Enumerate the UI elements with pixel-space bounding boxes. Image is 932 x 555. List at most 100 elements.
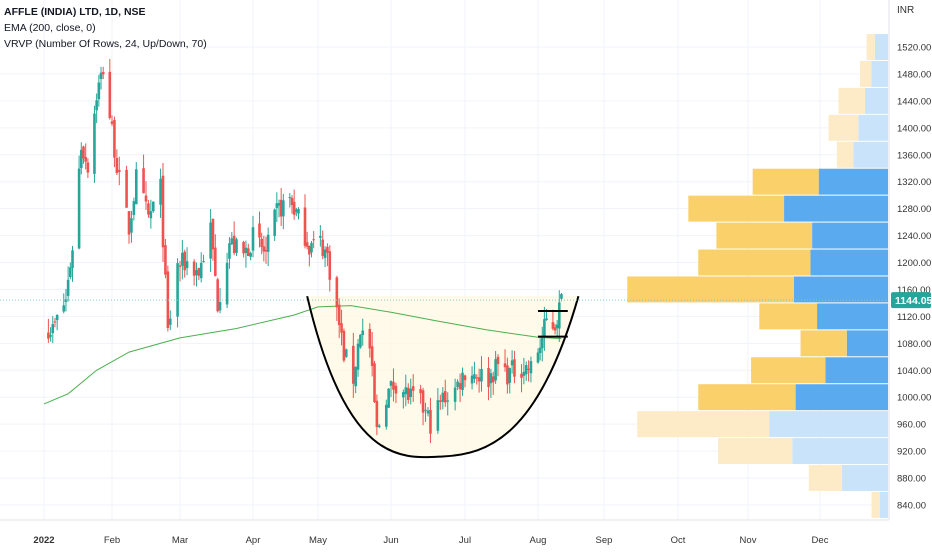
- candle-down: [477, 368, 481, 393]
- volume-profile-up-bar: [769, 411, 888, 438]
- volume-profile-up-bar: [858, 114, 888, 141]
- candle-down: [260, 232, 263, 255]
- candle-up: [251, 215, 255, 258]
- price-tick-label: 1360.00: [897, 150, 931, 161]
- candle-down: [326, 243, 329, 267]
- candle-up: [470, 366, 474, 390]
- volume-profile-up-bar: [812, 222, 888, 249]
- candle-up: [461, 367, 464, 396]
- volume-profile-down-bar: [828, 114, 859, 141]
- candle-down: [246, 243, 250, 257]
- time-tick-label: Mar: [172, 535, 188, 546]
- price-axis[interactable]: 840.00 880.00 920.00 960.00 1000.00 1040.00 10…: [888, 0, 932, 550]
- candlesticks: [47, 58, 563, 443]
- candle-down: [242, 240, 245, 258]
- candle-down: [392, 368, 395, 402]
- candle-down: [337, 298, 341, 338]
- candle-down: [312, 231, 315, 249]
- candle-down: [290, 195, 294, 214]
- price-tick-label: 1440.00: [897, 96, 931, 107]
- candle-up: [151, 201, 155, 213]
- candle-up: [522, 357, 526, 385]
- last-price-label: 1144.05: [891, 292, 932, 309]
- candle-up: [510, 350, 514, 374]
- candle-down: [429, 397, 432, 443]
- time-tick-label: May: [309, 535, 327, 546]
- candle-up: [228, 237, 231, 269]
- candle-up: [235, 237, 238, 257]
- candle-down: [178, 260, 182, 282]
- candle-up: [404, 374, 408, 407]
- volume-profile-down-bar: [800, 330, 847, 357]
- candle-up: [225, 252, 229, 309]
- candle-down: [443, 379, 447, 407]
- candle-down: [161, 162, 165, 262]
- price-tick-label: 1280.00: [897, 204, 931, 215]
- candle-down: [214, 234, 217, 277]
- candle-up: [66, 266, 70, 302]
- volume-profile-down-bar: [716, 222, 813, 249]
- candle-down: [321, 230, 325, 260]
- candle-up: [295, 207, 298, 217]
- candle-up: [134, 162, 138, 205]
- candle-up: [97, 74, 101, 107]
- time-tick-label: Nov: [740, 535, 757, 546]
- candle-up: [456, 379, 459, 391]
- candle-up: [473, 361, 476, 383]
- candle-down: [373, 360, 376, 403]
- candle-down: [370, 332, 374, 377]
- candle-up: [79, 142, 83, 175]
- symbol-title[interactable]: AFFLE (INDIA) LTD, 1D, NSE: [4, 6, 146, 18]
- candle-up: [273, 208, 276, 241]
- volume-profile-up-bar: [793, 276, 888, 303]
- candle-up: [426, 407, 430, 417]
- candle-down: [487, 357, 490, 401]
- volume-profile: [627, 34, 888, 518]
- candle-up: [149, 199, 153, 229]
- candle-down: [308, 245, 311, 267]
- chart-legend: AFFLE (INDIA) LTD, 1D, NSE EMA (200, clo…: [4, 4, 207, 52]
- candle-down: [352, 332, 355, 398]
- candle-down: [506, 357, 509, 394]
- candle-down: [53, 317, 57, 328]
- candle-up: [244, 240, 248, 268]
- candle-up: [319, 225, 322, 247]
- volume-profile-down-bar: [718, 438, 793, 465]
- candle-up: [130, 210, 133, 243]
- volume-profile-up-bar: [853, 141, 888, 168]
- ema-legend[interactable]: EMA (200, close, 0): [4, 22, 96, 34]
- candle-down: [335, 275, 339, 321]
- price-tick-label: 1200.00: [897, 258, 931, 269]
- vrvp-legend[interactable]: VRVP (Number Of Rows, 24, Up/Down, 70): [4, 38, 207, 50]
- candle-up: [384, 399, 388, 430]
- time-tick-label: Apr: [246, 535, 261, 546]
- candle-up: [209, 209, 212, 273]
- price-tick-label: 1400.00: [897, 123, 931, 134]
- candle-down: [292, 189, 296, 220]
- candle-down: [340, 309, 343, 346]
- price-tick-label: 1080.00: [897, 339, 931, 350]
- candle-up: [508, 367, 512, 394]
- volume-profile-down-bar: [637, 411, 770, 438]
- candle-up: [489, 368, 493, 398]
- volume-profile-down-bar: [752, 168, 819, 195]
- candle-down: [394, 382, 398, 404]
- candle-down: [125, 165, 128, 208]
- candle-down: [183, 249, 187, 278]
- volume-profile-up-bar: [784, 195, 888, 222]
- candle-down: [553, 324, 557, 335]
- candle-up: [77, 155, 81, 250]
- price-tick-label: 1480.00: [897, 69, 931, 80]
- candle-down: [491, 371, 495, 395]
- candle-up: [69, 262, 72, 280]
- time-axis[interactable]: 2022 Feb Mar Apr May Jun Jul Aug Sep Oct Nov Dec: [0, 519, 889, 550]
- candle-up: [359, 334, 362, 349]
- volume-profile-down-bar: [627, 276, 794, 303]
- volume-profile-up-bar: [792, 438, 888, 465]
- price-tick-label: 960.00: [897, 420, 926, 431]
- candle-up: [218, 288, 222, 314]
- time-tick-label: Sep: [596, 535, 613, 546]
- candle-up: [387, 387, 390, 408]
